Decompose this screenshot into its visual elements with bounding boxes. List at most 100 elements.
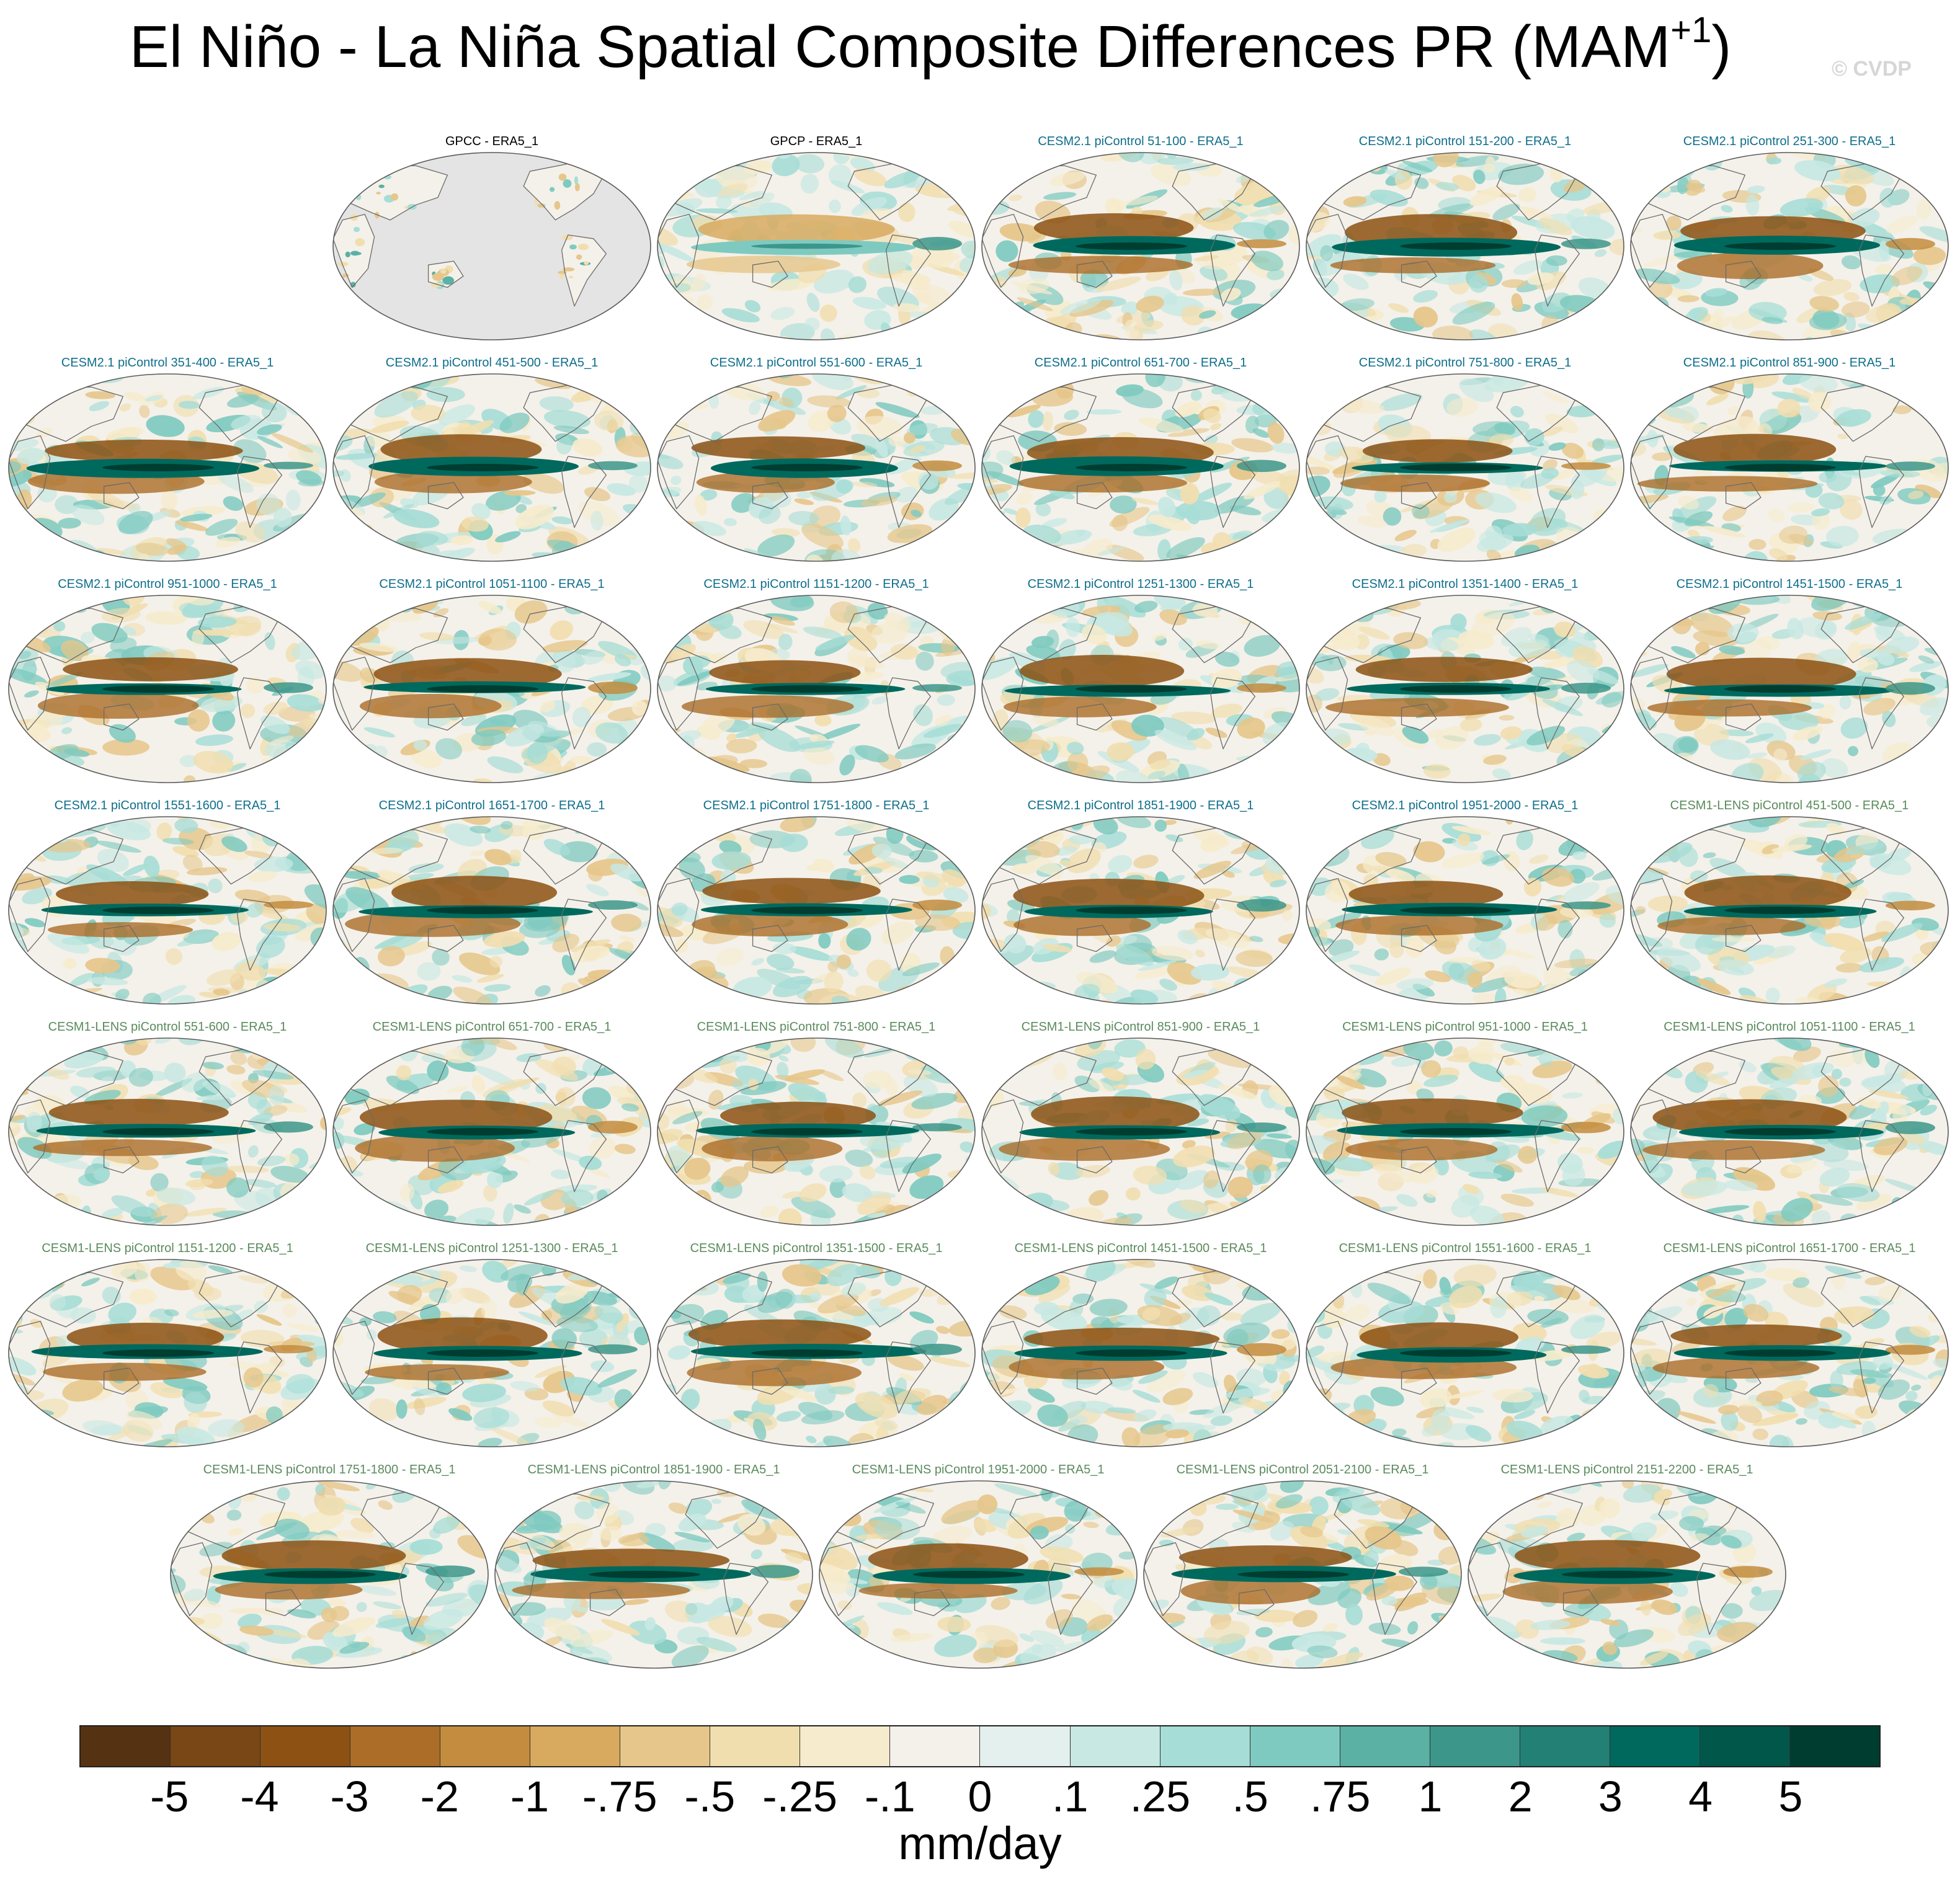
coastline: [1858, 1341, 1904, 1414]
coastline: [1725, 1367, 1762, 1395]
colorbar-box: [1340, 1726, 1430, 1766]
robinson-map: [8, 1259, 327, 1447]
map-panel: CESM2.1 piControl 1351-1400 - ERA5_1: [1304, 577, 1626, 788]
map-panel: CESM1-LENS piControl 1151-1200 - ERA5_1: [6, 1241, 329, 1452]
colorbar-box: [890, 1726, 981, 1766]
coastline: [333, 657, 375, 731]
robinson-map: [1630, 373, 1949, 562]
colorbar-box: [350, 1726, 441, 1766]
colorbar-box: [1699, 1726, 1790, 1766]
colorbar-tick-label: -.25: [762, 1772, 837, 1821]
coastline: [1254, 1045, 1275, 1061]
coastline: [657, 1321, 700, 1395]
panel-title: CESM1-LENS piControl 851-900 - ERA5_1: [1021, 1020, 1260, 1034]
panel-title: CESM2.1 piControl 51-100 - ERA5_1: [1038, 135, 1244, 148]
map-panel: CESM1-LENS piControl 2151-2200 - ERA5_1: [1466, 1462, 1788, 1673]
colorbar-box: [440, 1726, 531, 1766]
coastline: [9, 1099, 51, 1174]
robinson-map: [332, 1259, 651, 1447]
map-panel: CESM2.1 piControl 1751-1800 - ERA5_1: [655, 798, 978, 1009]
coastline: [1579, 1045, 1599, 1061]
coastline: [1306, 878, 1348, 953]
coastline: [657, 435, 700, 510]
colorbar-tick-label: 1: [1418, 1772, 1443, 1821]
map-border: [494, 1480, 813, 1669]
coastline: [1076, 703, 1113, 731]
robinson-map: [1306, 816, 1624, 1005]
coastline: [281, 602, 301, 618]
coastline: [1858, 234, 1904, 307]
coastline: [103, 1367, 140, 1395]
map-panel: CESM1-LENS piControl 751-800 - ERA5_1: [655, 1019, 978, 1230]
coastline: [1209, 456, 1255, 528]
robinson-map: [332, 595, 651, 783]
map-panel: CESM2.1 piControl 1651-1700 - ERA5_1: [331, 798, 653, 1009]
coastline: [885, 677, 931, 750]
map-border: [981, 373, 1300, 562]
coastline: [930, 1045, 950, 1061]
map-panel: GPCP - ERA5_1: [655, 134, 978, 345]
coastline: [1076, 260, 1113, 288]
coastline: [1631, 435, 1673, 510]
map-panel: CESM1-LENS piControl 2051-2100 - ERA5_1: [1141, 1462, 1464, 1673]
robinson-map: [981, 1037, 1300, 1226]
coastline: [1903, 1045, 1923, 1061]
coastline: [1238, 1589, 1275, 1617]
coastline: [657, 1099, 700, 1174]
coastline: [605, 159, 626, 175]
coastline: [236, 677, 282, 750]
robinson-map: [8, 816, 327, 1005]
coastline: [1401, 703, 1437, 731]
robinson-map: [1306, 152, 1624, 340]
robinson-map: [1306, 373, 1624, 562]
panel-title: CESM2.1 piControl 351-400 - ERA5_1: [61, 356, 274, 370]
map-border: [657, 373, 976, 562]
coastline: [1631, 1099, 1673, 1174]
panel-title: CESM1-LENS piControl 1351-1500 - ERA5_1: [690, 1241, 943, 1255]
coastline: [1631, 214, 1673, 288]
robinson-map: [657, 595, 976, 783]
panel-title: CESM2.1 piControl 1351-1400 - ERA5_1: [1352, 577, 1579, 591]
map-panel: CESM2.1 piControl 251-300 - ERA5_1: [1628, 134, 1951, 345]
map-panel: CESM2.1 piControl 951-1000 - ERA5_1: [6, 577, 329, 788]
map-panel: CESM1-LENS piControl 1851-1900 - ERA5_1: [492, 1462, 815, 1673]
panel-title: CESM1-LENS piControl 1051-1100 - ERA5_1: [1664, 1020, 1915, 1034]
coastline: [1401, 925, 1437, 953]
map-border: [1306, 373, 1624, 562]
coastline: [1579, 1266, 1599, 1282]
panel-title: CESM2.1 piControl 251-300 - ERA5_1: [1683, 135, 1896, 148]
robinson-map: [1306, 1037, 1624, 1226]
coastline: [1903, 159, 1923, 175]
coastline: [427, 925, 464, 953]
map-border: [8, 595, 327, 783]
coastline: [281, 1266, 301, 1282]
coastline: [333, 1321, 375, 1395]
panel-title: CESM1-LENS piControl 1951-2000 - ERA5_1: [852, 1463, 1105, 1477]
coastline: [1534, 234, 1580, 307]
panel-title: CESM1-LENS piControl 651-700 - ERA5_1: [372, 1020, 612, 1034]
coastline: [1534, 899, 1580, 971]
coastline: [333, 214, 375, 288]
coastline: [443, 1488, 463, 1504]
map-panel: CESM2.1 piControl 51-100 - ERA5_1: [979, 134, 1302, 345]
map-panel: CESM2.1 piControl 851-900 - ERA5_1: [1628, 355, 1951, 566]
map-panel: CESM2.1 piControl 751-800 - ERA5_1: [1304, 355, 1626, 566]
panel-title: CESM2.1 piControl 1251-1300 - ERA5_1: [1027, 577, 1254, 591]
robinson-map: [657, 1037, 976, 1226]
coastline: [236, 899, 282, 971]
title-main: El Niño - La Niña Spatial Composite Diff…: [129, 14, 1671, 80]
coastline: [605, 1045, 626, 1061]
coastline: [1076, 482, 1113, 510]
robinson-map: [8, 595, 327, 783]
colorbar-box: [530, 1726, 621, 1766]
coastline: [1076, 925, 1113, 953]
map-panel: CESM1-LENS piControl 651-700 - ERA5_1: [331, 1019, 653, 1230]
map-border: [1630, 1037, 1949, 1226]
panel-title: CESM1-LENS piControl 1851-1900 - ERA5_1: [527, 1463, 780, 1477]
panel-title: CESM1-LENS piControl 1651-1700 - ERA5_1: [1663, 1241, 1916, 1255]
colorbar: [79, 1725, 1881, 1767]
coastline: [1254, 824, 1275, 840]
panel-title: CESM2.1 piControl 1851-1900 - ERA5_1: [1027, 799, 1254, 812]
robinson-map: [657, 1259, 976, 1447]
colorbar-box: [1610, 1726, 1700, 1766]
